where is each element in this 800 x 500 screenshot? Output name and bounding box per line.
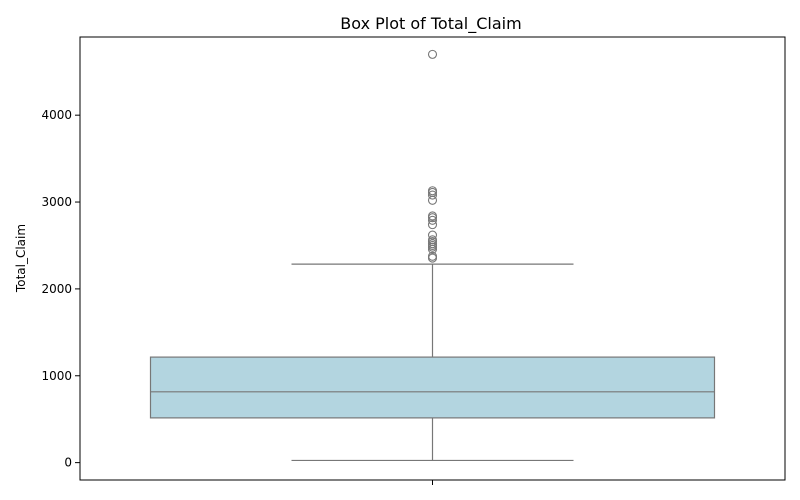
outlier-point <box>427 220 438 230</box>
y-tick-label: 4000 <box>41 108 72 122</box>
y-tick-label: 0 <box>64 456 72 470</box>
outlier-point <box>427 230 438 240</box>
y-axis-label: Total_Claim <box>14 224 28 293</box>
box-group <box>149 263 716 462</box>
outlier-point <box>427 49 438 59</box>
y-tick-label: 1000 <box>41 369 72 383</box>
outlier-point <box>427 215 438 225</box>
outlier-point <box>427 186 438 196</box>
outlier-point <box>427 251 438 261</box>
y-tick-label: 3000 <box>41 195 72 209</box>
outlier-point <box>427 239 438 249</box>
chart-title: Box Plot of Total_Claim <box>340 14 521 34</box>
outlier-point <box>427 190 438 200</box>
y-tick-label: 2000 <box>41 282 72 296</box>
box-iqr <box>149 356 716 419</box>
outlier-point <box>427 211 438 221</box>
y-axis-ticks: 0 1000 2000 3000 4000 <box>41 108 80 470</box>
outlier-points <box>427 49 438 263</box>
outlier-point <box>427 235 438 245</box>
